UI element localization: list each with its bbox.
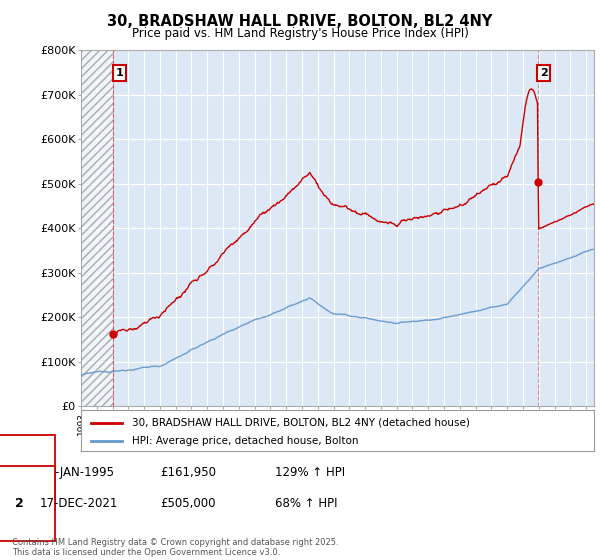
Text: Price paid vs. HM Land Registry's House Price Index (HPI): Price paid vs. HM Land Registry's House … — [131, 27, 469, 40]
Text: 2: 2 — [540, 68, 547, 78]
Text: 2: 2 — [14, 497, 23, 510]
Text: 1: 1 — [115, 68, 123, 78]
Text: 30, BRADSHAW HALL DRIVE, BOLTON, BL2 4NY (detached house): 30, BRADSHAW HALL DRIVE, BOLTON, BL2 4NY… — [133, 418, 470, 428]
Text: 68% ↑ HPI: 68% ↑ HPI — [275, 497, 337, 510]
Text: 06-JAN-1995: 06-JAN-1995 — [40, 466, 114, 479]
Text: Contains HM Land Registry data © Crown copyright and database right 2025.
This d: Contains HM Land Registry data © Crown c… — [12, 538, 338, 557]
Text: 17-DEC-2021: 17-DEC-2021 — [40, 497, 118, 510]
Text: £505,000: £505,000 — [160, 497, 215, 510]
Text: 30, BRADSHAW HALL DRIVE, BOLTON, BL2 4NY: 30, BRADSHAW HALL DRIVE, BOLTON, BL2 4NY — [107, 14, 493, 29]
Text: £161,950: £161,950 — [160, 466, 216, 479]
Text: 1: 1 — [14, 466, 23, 479]
Text: HPI: Average price, detached house, Bolton: HPI: Average price, detached house, Bolt… — [133, 436, 359, 446]
Text: 129% ↑ HPI: 129% ↑ HPI — [275, 466, 345, 479]
